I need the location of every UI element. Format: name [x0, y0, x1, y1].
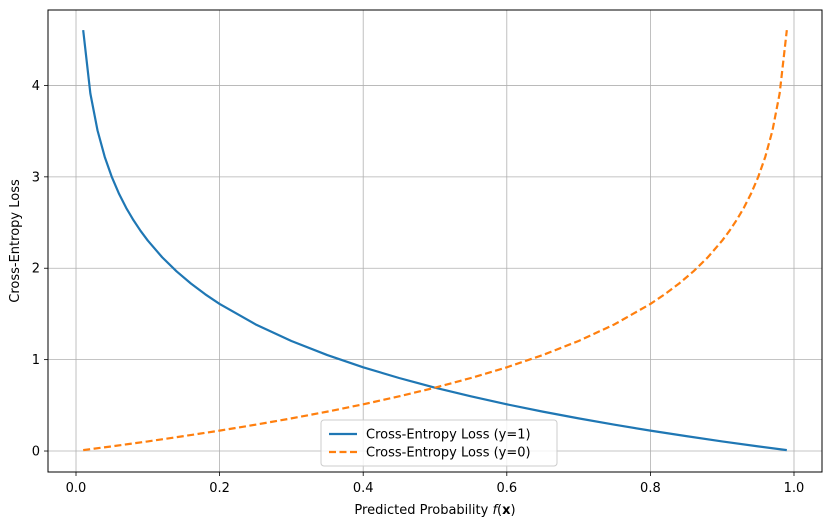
y-tick-label-1: 1 [32, 353, 40, 368]
x-tick-label-0: 0.0 [66, 481, 87, 496]
series-layer [82, 30, 788, 452]
x-tick-label-2: 0.4 [353, 481, 374, 496]
y-tick-label-3: 3 [32, 170, 40, 185]
y-tick-label-4: 4 [32, 79, 40, 94]
plot-frame [47, 9, 823, 473]
series-line-0 [82, 30, 787, 452]
x-tick-label-5: 1.0 [784, 481, 805, 496]
x-tick-label-3: 0.6 [496, 481, 517, 496]
series-line-1 [83, 30, 788, 452]
legend-label-y1: Cross-Entropy Loss (y=1) [366, 428, 531, 443]
y-axis-label: Cross-Entropy Loss [8, 179, 23, 303]
legend: Cross-Entropy Loss (y=1) Cross-Entropy L… [320, 419, 558, 467]
x-tick-label-1: 0.2 [209, 481, 230, 496]
y-tick-label-2: 2 [32, 262, 40, 277]
legend-box [320, 419, 558, 467]
legend-label-y0: Cross-Entropy Loss (y=0) [366, 446, 531, 461]
x-tick-label-4: 0.8 [640, 481, 661, 496]
ticks: 0.0 0.2 0.4 0.6 0.8 1.0 0 1 2 3 4 [32, 79, 805, 496]
y-tick-label-0: 0 [32, 445, 40, 460]
grid [48, 10, 822, 472]
x-axis-label: Predicted Probability f(x) [354, 503, 515, 518]
